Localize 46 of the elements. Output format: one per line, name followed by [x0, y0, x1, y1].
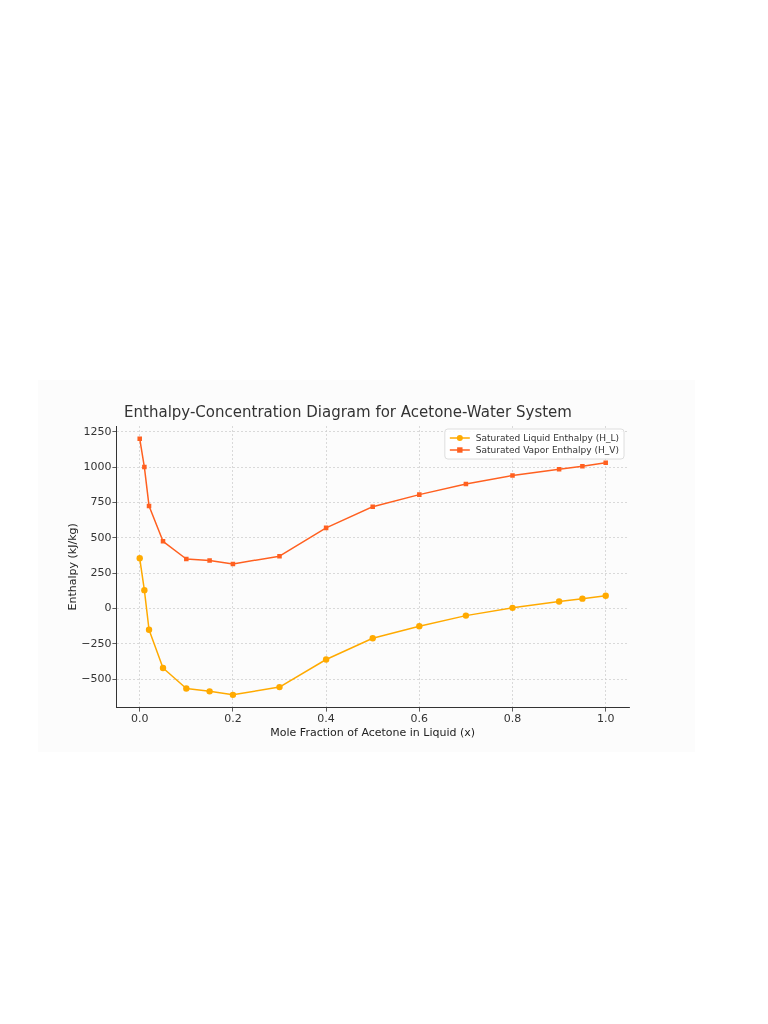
chart-title: Enthalpy-Concentration Diagram for Acetone-Water System — [124, 402, 572, 421]
point — [159, 664, 167, 672]
x-tick-label: 0.4 — [317, 712, 335, 726]
y-axis-title: Enthalpy (kJ/kg) — [66, 523, 80, 611]
point — [141, 586, 148, 594]
point — [207, 558, 212, 563]
point — [277, 553, 282, 559]
point — [417, 492, 422, 497]
point — [579, 595, 586, 602]
y-tick-label: 250 — [90, 566, 112, 580]
point — [509, 604, 516, 612]
x-tick-label: 0.2 — [224, 712, 242, 726]
point — [369, 635, 376, 642]
point — [602, 592, 609, 600]
y-tick-label: 750 — [90, 495, 112, 509]
y-tick-label: −250 — [81, 636, 112, 650]
point — [580, 464, 585, 469]
point — [183, 685, 190, 692]
point — [160, 539, 166, 544]
point — [510, 473, 515, 478]
point — [416, 623, 423, 630]
point — [145, 626, 153, 633]
x-tick-label: 1.0 — [596, 712, 615, 726]
x-tick-label: 0.8 — [503, 712, 522, 726]
y-tick-label: 500 — [90, 530, 112, 544]
point — [603, 460, 608, 466]
point — [370, 504, 375, 509]
point — [184, 556, 189, 562]
point — [322, 656, 330, 663]
point — [229, 691, 237, 699]
point — [276, 683, 283, 691]
point — [142, 464, 147, 470]
point — [462, 612, 470, 619]
legend-label: Saturated Vapor Enthalpy (H_V) — [475, 444, 619, 455]
point — [555, 598, 563, 605]
y-tick-label: −500 — [81, 672, 112, 686]
point — [136, 555, 143, 562]
y-tick-label: 0 — [104, 601, 112, 615]
x-tick-label: 0.0 — [130, 712, 149, 726]
x-tick-label: 0.6 — [410, 712, 429, 726]
y-tick-label: 1000 — [83, 459, 112, 473]
point — [137, 436, 142, 441]
y-tick-label: 1250 — [83, 424, 112, 438]
legend-label: Saturated Liquid Enthalpy (H_L) — [475, 432, 620, 443]
x-axis-title: Mole Fraction of Acetone in Liquid (x) — [270, 726, 476, 740]
point — [206, 688, 213, 695]
